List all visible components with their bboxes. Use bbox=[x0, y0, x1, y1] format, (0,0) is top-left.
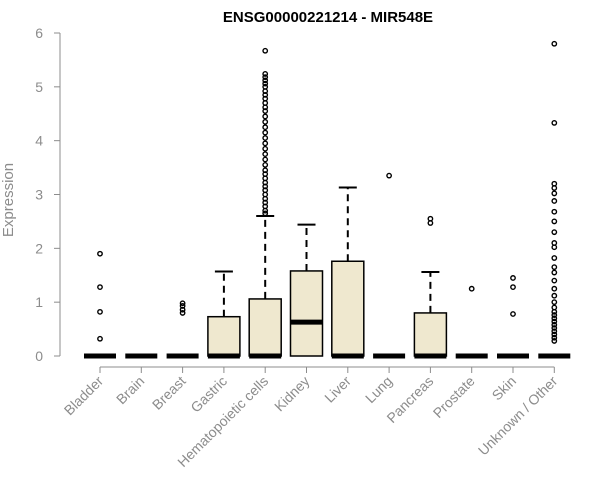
outlier-point bbox=[262, 210, 269, 217]
box-kidney bbox=[289, 223, 324, 357]
outlier-point bbox=[551, 318, 558, 325]
outlier-point bbox=[551, 264, 558, 271]
outlier-point bbox=[97, 250, 103, 257]
x-tick-label: Brain bbox=[113, 373, 147, 407]
outlier-point bbox=[551, 285, 558, 292]
outlier-point bbox=[179, 300, 186, 307]
box-lung bbox=[373, 172, 406, 359]
y-tick-label: 1 bbox=[35, 294, 43, 310]
outlier-point bbox=[551, 198, 558, 204]
outlier-point bbox=[551, 277, 558, 284]
box-series bbox=[84, 40, 571, 359]
outlier-point bbox=[551, 269, 558, 276]
y-tick-label: 3 bbox=[35, 187, 43, 203]
outlier-point bbox=[551, 321, 558, 328]
box-skin bbox=[497, 275, 529, 359]
x-tick-label: Breast bbox=[149, 373, 189, 413]
box-unknown-other bbox=[538, 40, 571, 359]
box-breast bbox=[166, 300, 199, 359]
outlier-point bbox=[262, 47, 269, 54]
box-body bbox=[289, 270, 324, 357]
y-tick-label: 0 bbox=[35, 348, 43, 364]
box-body bbox=[207, 315, 241, 357]
outlier-point bbox=[262, 129, 269, 136]
box-prostate bbox=[455, 285, 488, 359]
outlier-point bbox=[262, 145, 269, 152]
outlier-point bbox=[262, 124, 269, 131]
x-tick-label: Liver bbox=[321, 373, 354, 406]
outlier-point bbox=[262, 74, 269, 81]
outlier-point bbox=[97, 308, 103, 315]
outlier-point bbox=[551, 120, 558, 126]
box-bladder bbox=[84, 250, 116, 359]
outlier-point bbox=[179, 303, 186, 309]
outlier-point bbox=[551, 325, 558, 331]
box-hematopoietic-cells bbox=[248, 47, 282, 359]
box-body bbox=[248, 298, 282, 357]
outlier-point bbox=[262, 118, 269, 125]
outlier-point bbox=[262, 80, 269, 87]
box-gastric bbox=[207, 270, 241, 359]
outlier-point bbox=[97, 335, 103, 342]
outlier-point bbox=[427, 215, 434, 222]
outlier-point bbox=[510, 311, 516, 317]
y-tick-label: 2 bbox=[35, 240, 43, 256]
x-tick-label: Lung bbox=[362, 373, 395, 406]
outlier-point bbox=[551, 299, 558, 306]
y-tick-label: 4 bbox=[35, 133, 43, 149]
x-tick-label: Bladder bbox=[61, 373, 107, 419]
outlier-point bbox=[551, 190, 558, 197]
x-tick-label: Kidney bbox=[271, 373, 313, 415]
outlier-point bbox=[262, 161, 269, 168]
outlier-point bbox=[551, 338, 558, 344]
box-body bbox=[413, 312, 448, 357]
y-axis-label: Expression bbox=[0, 163, 17, 237]
outlier-point bbox=[97, 284, 103, 290]
outlier-point bbox=[386, 172, 392, 179]
outlier-point bbox=[551, 255, 558, 261]
outlier-point bbox=[551, 334, 558, 341]
outlier-point bbox=[551, 292, 558, 299]
outlier-point bbox=[510, 275, 516, 281]
box-body bbox=[331, 260, 365, 357]
outlier-point bbox=[179, 310, 186, 316]
outlier-point bbox=[262, 156, 269, 163]
outlier-point bbox=[551, 40, 558, 47]
outlier-point bbox=[262, 167, 269, 174]
outlier-point bbox=[551, 229, 558, 236]
outlier-point bbox=[262, 151, 269, 158]
outlier-point bbox=[551, 312, 558, 318]
box-pancreas bbox=[413, 215, 448, 359]
outlier-point bbox=[551, 328, 558, 335]
outlier-point bbox=[262, 71, 269, 77]
y-axis: 0 1 2 3 4 5 6 bbox=[35, 25, 61, 364]
outlier-point bbox=[510, 284, 516, 290]
y-tick-label: 6 bbox=[35, 25, 43, 41]
outlier-point bbox=[262, 77, 269, 84]
outlier-point bbox=[551, 180, 558, 187]
outlier-point bbox=[551, 315, 558, 322]
x-tick-label: Skin bbox=[489, 373, 520, 404]
outlier-point bbox=[262, 140, 269, 147]
outlier-point bbox=[551, 208, 558, 215]
outlier-point bbox=[262, 113, 269, 120]
outlier-point bbox=[551, 240, 558, 246]
x-tick-label: Prostate bbox=[430, 373, 478, 421]
chart-title: ENSG00000221214 - MIR548E bbox=[223, 9, 433, 26]
y-tick-label: 5 bbox=[35, 79, 43, 95]
outlier-point bbox=[551, 218, 558, 225]
outlier-point bbox=[551, 304, 558, 311]
outlier-point bbox=[468, 285, 475, 292]
outlier-point bbox=[262, 83, 269, 90]
outlier-point bbox=[262, 135, 269, 141]
outlier-point bbox=[551, 331, 558, 338]
box-liver bbox=[331, 186, 365, 359]
